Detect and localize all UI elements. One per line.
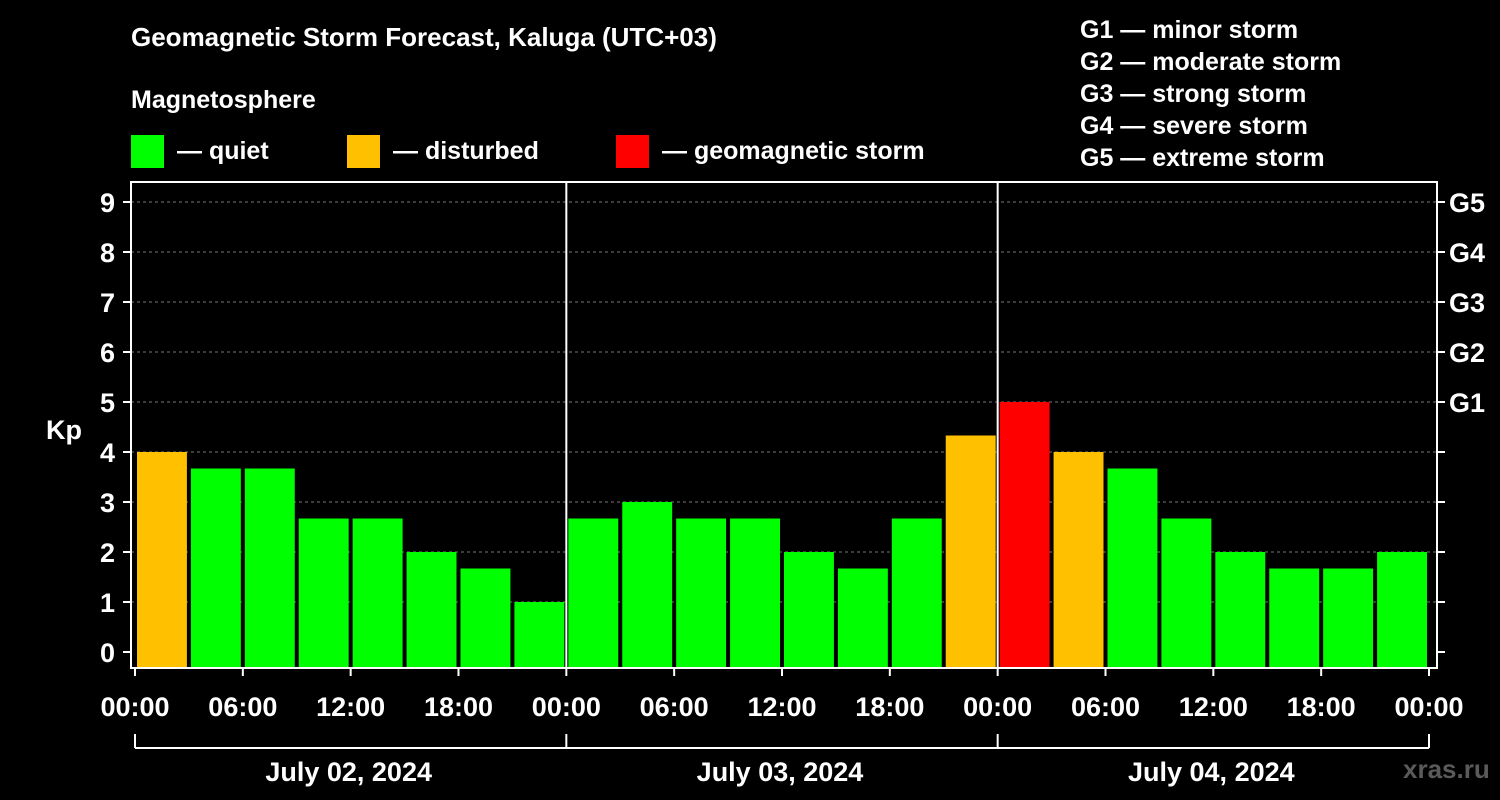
legend-item-quiet: — quiet: [131, 134, 269, 168]
bar-19: [1161, 518, 1212, 668]
bar-5: [406, 552, 457, 668]
bar-21: [1269, 568, 1320, 668]
xtick-label-3: 18:00: [424, 692, 493, 722]
bar-23: [1377, 552, 1427, 668]
xtick-label-12: 00:00: [1394, 692, 1463, 722]
day-label-1: July 03, 2024: [697, 757, 864, 787]
g-level-2: G2 — moderate storm: [1080, 48, 1342, 76]
legend-swatch-disturbed: [347, 134, 380, 168]
bar-20: [1215, 552, 1266, 668]
chart-title: Geomagnetic Storm Forecast, Kaluga (UTC+…: [131, 22, 717, 52]
legend-item-storm: — geomagnetic storm: [616, 134, 925, 168]
right-label-g1: G1: [1449, 388, 1485, 418]
xtick-label-9: 06:00: [1071, 692, 1140, 722]
bar-22: [1323, 568, 1374, 668]
legend-label-storm: — geomagnetic storm: [662, 136, 925, 165]
bar-10: [676, 518, 727, 668]
ytick-label-5: 5: [100, 388, 115, 418]
xtick-label-7: 18:00: [855, 692, 924, 722]
bar-1: [190, 468, 241, 668]
bar-16: [999, 402, 1050, 668]
g-level-3: G3 — strong storm: [1080, 80, 1307, 108]
bar-0: [137, 452, 187, 668]
legend-label-quiet: — quiet: [177, 136, 269, 165]
g-level-5: G5 — extreme storm: [1080, 144, 1325, 172]
day-label-2: July 04, 2024: [1128, 757, 1295, 787]
xtick-label-0: 00:00: [100, 692, 169, 722]
bar-7: [514, 602, 565, 668]
ytick-label-6: 6: [100, 338, 115, 368]
legend-swatch-storm: [616, 134, 649, 168]
xtick-label-4: 00:00: [532, 692, 601, 722]
legend-title: Magnetosphere: [131, 86, 316, 114]
xtick-label-6: 12:00: [747, 692, 816, 722]
watermark: xras.ru: [1403, 754, 1490, 784]
ytick-label-3: 3: [100, 488, 115, 518]
ytick-label-9: 9: [100, 188, 115, 218]
right-label-g2: G2: [1449, 338, 1485, 368]
xtick-label-5: 06:00: [640, 692, 709, 722]
day-label-0: July 02, 2024: [265, 757, 432, 787]
ytick-label-1: 1: [100, 588, 115, 618]
y-axis-label: Kp: [46, 415, 82, 445]
ytick-label-0: 0: [100, 638, 115, 668]
bar-17: [1053, 452, 1104, 668]
bar-6: [460, 568, 511, 668]
xtick-label-1: 06:00: [208, 692, 277, 722]
legend-label-disturbed: — disturbed: [393, 136, 539, 165]
legend-item-disturbed: — disturbed: [347, 134, 539, 168]
bar-11: [730, 518, 780, 668]
bar-12: [784, 552, 834, 668]
ytick-label-8: 8: [100, 238, 115, 268]
right-label-g4: G4: [1449, 238, 1485, 268]
xtick-label-11: 18:00: [1287, 692, 1356, 722]
xtick-label-10: 12:00: [1179, 692, 1248, 722]
ytick-label-7: 7: [100, 288, 115, 318]
right-label-g3: G3: [1449, 288, 1485, 318]
bar-18: [1107, 468, 1158, 668]
xtick-label-2: 12:00: [316, 692, 385, 722]
bar-4: [352, 518, 403, 668]
bar-14: [891, 518, 942, 668]
bar-8: [568, 518, 619, 668]
bar-2: [244, 468, 295, 668]
plot-frame: [130, 181, 1438, 669]
g-level-4: G4 — severe storm: [1080, 112, 1308, 140]
g-level-1: G1 — minor storm: [1080, 16, 1299, 44]
bar-9: [622, 502, 673, 668]
bar-15: [945, 435, 996, 668]
bar-3: [298, 518, 349, 668]
legend-swatch-quiet: [131, 134, 164, 168]
xtick-label-8: 00:00: [963, 692, 1032, 722]
ytick-label-2: 2: [100, 538, 115, 568]
g-level-legend: G1 — minor storm G2 — moderate storm G3 …: [1080, 14, 1341, 174]
bar-13: [837, 568, 888, 668]
right-label-g5: G5: [1449, 188, 1485, 218]
ytick-label-4: 4: [100, 438, 115, 468]
